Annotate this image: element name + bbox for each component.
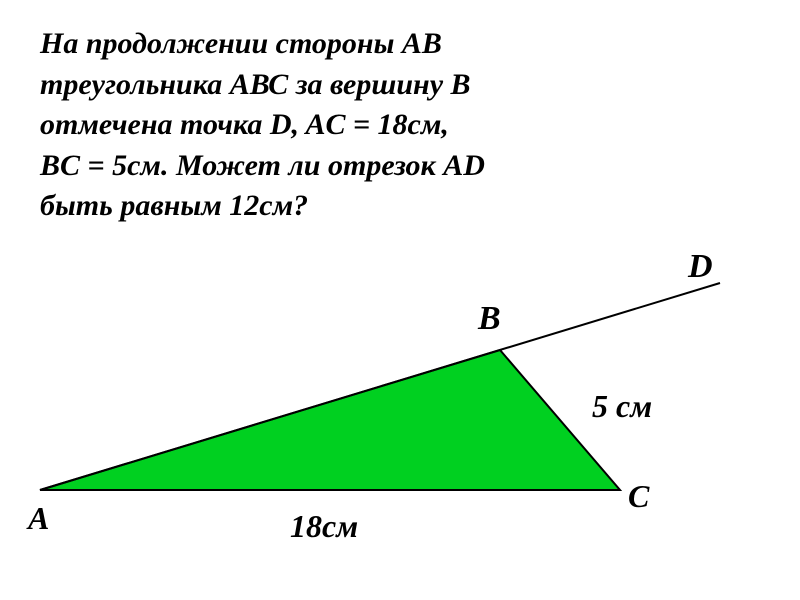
- edge-label-bc: 5 см: [592, 388, 652, 425]
- edge-label-ac: 18см: [290, 508, 358, 545]
- vertex-label-b: B: [478, 300, 501, 338]
- triangle-diagram: [0, 0, 800, 600]
- triangle-abc: [40, 350, 620, 490]
- vertex-label-a: A: [28, 500, 49, 537]
- vertex-label-c: C: [628, 478, 649, 515]
- vertex-label-d: D: [688, 248, 713, 286]
